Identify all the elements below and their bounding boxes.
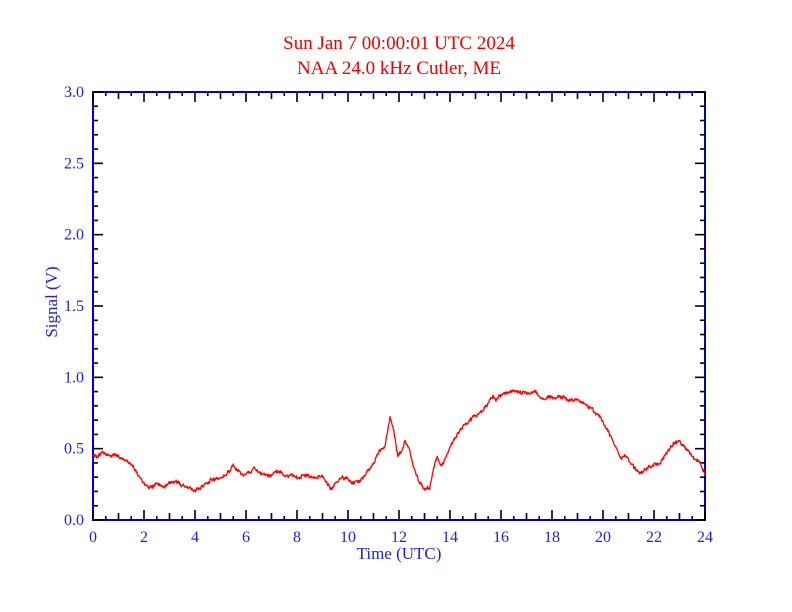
x-tick-label: 18 bbox=[544, 529, 560, 546]
y-tick-label: 2.0 bbox=[64, 227, 84, 244]
y-tick-label: 3.0 bbox=[64, 84, 84, 101]
y-tick-label: 1.5 bbox=[64, 298, 84, 315]
y-tick-label: 1.0 bbox=[64, 369, 84, 386]
plot-frame bbox=[92, 91, 706, 521]
chart-title-block: Sun Jan 7 00:00:01 UTC 2024 NAA 24.0 kHz… bbox=[93, 31, 705, 81]
y-tick-label: 2.5 bbox=[64, 155, 84, 172]
x-tick-label: 22 bbox=[646, 529, 662, 546]
x-tick-label: 14 bbox=[442, 529, 458, 546]
x-tick-label: 2 bbox=[140, 529, 148, 546]
x-axis-title: Time (UTC) bbox=[356, 544, 442, 563]
x-tick-label: 12 bbox=[391, 529, 407, 546]
x-tick-label: 20 bbox=[595, 529, 611, 546]
x-tick-label: 16 bbox=[493, 529, 509, 546]
signal-trace bbox=[92, 389, 706, 493]
y-tick-label: 0.5 bbox=[64, 441, 84, 458]
x-tick-label: 10 bbox=[340, 529, 356, 546]
y-tick-label: 0.0 bbox=[64, 512, 84, 529]
x-tick-label: 8 bbox=[293, 529, 301, 546]
chart-title-line1: Sun Jan 7 00:00:01 UTC 2024 bbox=[283, 33, 515, 54]
x-tick-label: 0 bbox=[89, 529, 97, 546]
chart-title-line2: NAA 24.0 kHz Cutler, ME bbox=[297, 58, 501, 79]
x-tick-label: 4 bbox=[191, 529, 199, 546]
x-tick-label: 24 bbox=[697, 529, 713, 546]
x-tick-label: 6 bbox=[242, 529, 250, 546]
